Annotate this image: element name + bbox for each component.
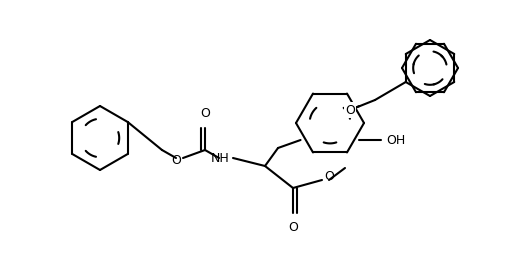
Text: O: O	[324, 170, 334, 184]
Text: O: O	[345, 103, 355, 117]
Text: O: O	[200, 107, 210, 120]
Text: O: O	[288, 221, 298, 234]
Text: O: O	[171, 154, 181, 168]
Text: NH: NH	[211, 151, 230, 165]
Text: OH: OH	[386, 133, 406, 147]
